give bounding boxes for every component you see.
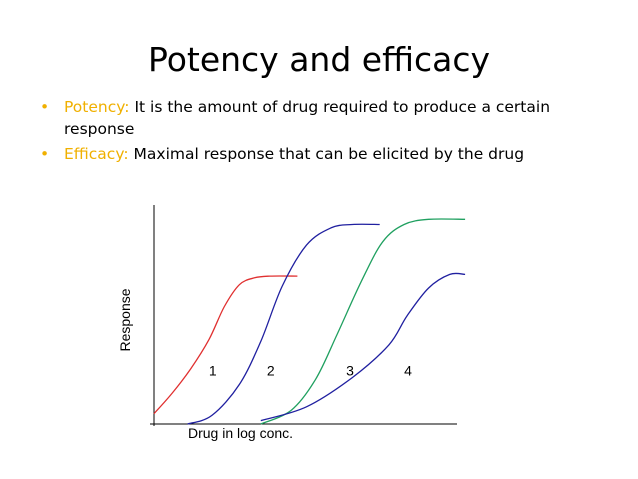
series-layer: 1 2 3 4	[153, 218, 466, 425]
y-axis-label: Response	[117, 288, 133, 351]
bullet-potency: • Potency: It is the amount of drug requ…	[40, 96, 620, 140]
curve-2	[187, 223, 380, 425]
bullet-dot-icon: •	[40, 145, 50, 163]
bullet-list: • Potency: It is the amount of drug requ…	[40, 96, 620, 168]
bullet-text-efficacy: Maximal response that can be elicited by…	[128, 145, 525, 163]
x-axis-label: Drug in log conc.	[188, 425, 293, 441]
bullet-text-potency: It is the amount of drug required to pro…	[64, 98, 551, 138]
bullet-term-potency: Potency:	[64, 98, 130, 116]
curve-label-2: 2	[267, 363, 275, 379]
curve-4	[260, 272, 466, 422]
slide-title: Potency and efficacy	[147, 40, 491, 79]
curve-1	[153, 275, 298, 415]
curve-label-4: 4	[404, 363, 412, 379]
curve-label-1: 1	[209, 363, 217, 379]
bullet-efficacy: • Efficacy: Maximal response that can be…	[40, 143, 620, 165]
curve-label-3: 3	[346, 363, 354, 379]
bullet-term-efficacy: Efficacy:	[64, 145, 129, 163]
bullet-dot-icon: •	[40, 98, 50, 116]
curve-3	[260, 218, 466, 425]
